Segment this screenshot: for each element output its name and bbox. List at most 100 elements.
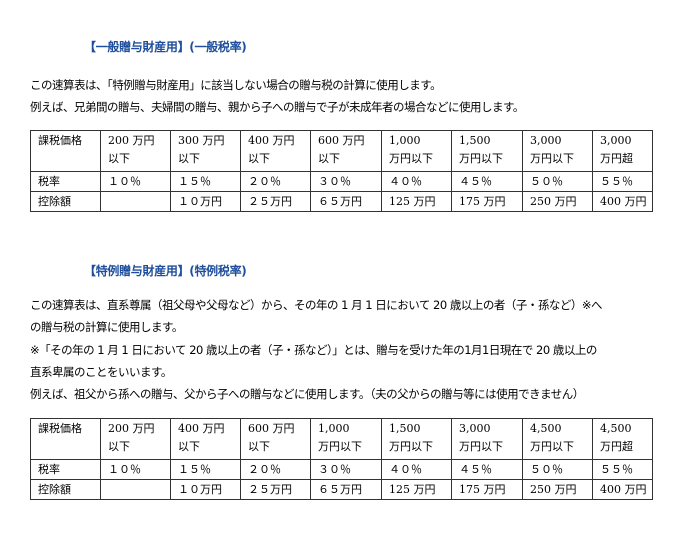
tax-rate-cell: ４０％ [381, 459, 452, 480]
tax-rate-cell: ５５％ [592, 171, 653, 192]
bracket-line1: 3,000 [530, 134, 562, 147]
tax-rate-cell: １０％ [100, 459, 171, 480]
tax-rate-cell: ５０％ [522, 459, 593, 480]
bracket-cell: 200 万円 以下 [100, 418, 171, 460]
tax-rate-cell: １０％ [100, 171, 171, 192]
section1-line-1: この速算表は、「特例贈与財産用」に該当しない場合の贈与税の計算に使用します。 [30, 78, 442, 92]
tax-rate-cell: １５％ [170, 171, 241, 192]
bracket-line2: 以下 [178, 440, 200, 453]
section2-line-2: の贈与税の計算に使用します。 [30, 320, 183, 334]
deduction-label: 控除額 [30, 479, 101, 500]
taxable-amount-row: 課税価格 200 万円 以下 400 万円 以下 600 万円 以下 1,000 万円以… [30, 418, 653, 460]
tax-rate-label: 税率 [30, 459, 101, 480]
deduction-cell: 125 万円 [381, 479, 452, 500]
tax-rate-row: 税率 １０％ １５％ ２０％ ３０％ ４０％ ４５％ ５０％ ５５％ [30, 459, 653, 480]
bracket-line2: 以下 [108, 152, 130, 165]
bracket-cell: 1,500 万円以下 [451, 130, 523, 172]
deduction-row: 控除額 １０万円 ２５万円 ６５万円 125 万円 175 万円 250 万円 … [30, 191, 653, 212]
bracket-line1: 200 万円 [108, 134, 155, 147]
bracket-line2: 万円以下 [530, 440, 574, 453]
section2-line-4: 直系卑属のことをいいます。 [30, 365, 172, 379]
deduction-row: 控除額 １０万円 ２５万円 ６５万円 125 万円 175 万円 250 万円 … [30, 479, 653, 500]
bracket-cell: 1,000 万円以下 [381, 130, 452, 172]
bracket-cell: 1,000 万円以下 [310, 418, 382, 460]
bracket-cell: 1,500 万円以下 [381, 418, 452, 460]
tax-rate-cell: ５０％ [522, 171, 593, 192]
taxable-amount-label: 課税価格 [30, 418, 101, 460]
bracket-line2: 万円以下 [389, 152, 433, 165]
tax-rate-cell: ５５％ [592, 459, 653, 480]
tax-rate-row: 税率 １０％ １５％ ２０％ ３０％ ４０％ ４５％ ５０％ ５５％ [30, 171, 653, 192]
bracket-line2: 以下 [108, 440, 130, 453]
deduction-cell: ６５万円 [310, 191, 382, 212]
bracket-cell: 600 万円 以下 [240, 418, 311, 460]
section2-heading: 【特例贈与財産用】(特例税率) [84, 264, 247, 278]
bracket-line1: 200 万円 [108, 422, 155, 435]
bracket-cell: 200 万円 以下 [100, 130, 171, 172]
bracket-line1: 400 万円 [248, 134, 295, 147]
bracket-line2: 万円以下 [530, 152, 574, 165]
tax-rate-cell: １５％ [170, 459, 241, 480]
tax-rate-cell: ４５％ [451, 171, 523, 192]
tax-rate-cell: ３０％ [310, 459, 382, 480]
tax-rate-cell: ２０％ [240, 171, 311, 192]
bracket-cell: 3,000 万円以下 [451, 418, 523, 460]
bracket-line1: 1,000 [318, 422, 350, 435]
tax-rate-cell: ４０％ [381, 171, 452, 192]
bracket-line2: 万円以下 [318, 440, 362, 453]
section1-heading: 【一般贈与財産用】(一般税率) [84, 40, 247, 54]
bracket-line1: 600 万円 [248, 422, 295, 435]
bracket-cell: 3,000 万円超 [592, 130, 653, 172]
bracket-cell: 4,500 万円以下 [522, 418, 593, 460]
deduction-cell: ２５万円 [240, 191, 311, 212]
section1-line-2: 例えば、兄弟間の贈与、夫婦間の贈与、親から子への贈与で子が未成年者の場合などに使… [30, 100, 524, 114]
bracket-line2: 万円超 [600, 152, 633, 165]
bracket-line1: 3,000 [459, 422, 491, 435]
deduction-cell: 175 万円 [451, 191, 523, 212]
deduction-label: 控除額 [30, 191, 101, 212]
deduction-cell [100, 479, 171, 500]
bracket-line1: 600 万円 [318, 134, 365, 147]
tax-rate-cell: ２０％ [240, 459, 311, 480]
deduction-cell [100, 191, 171, 212]
deduction-cell: 400 万円 [592, 191, 653, 212]
bracket-line2: 以下 [248, 152, 270, 165]
tax-rate-cell: ３０％ [310, 171, 382, 192]
bracket-line2: 以下 [318, 152, 340, 165]
bracket-line1: 1,000 [389, 134, 421, 147]
bracket-line1: 400 万円 [178, 422, 225, 435]
bracket-line1: 3,000 [600, 134, 632, 147]
bracket-line1: 4,500 [600, 422, 632, 435]
bracket-cell: 4,500 万円超 [592, 418, 653, 460]
section2-line-5: 例えば、祖父から孫への贈与、父から子への贈与などに使用します。（夫の父からの贈与… [30, 387, 584, 401]
deduction-cell: 175 万円 [451, 479, 523, 500]
bracket-cell: 300 万円 以下 [170, 130, 241, 172]
deduction-cell: １０万円 [170, 479, 241, 500]
bracket-line1: 1,500 [389, 422, 421, 435]
deduction-cell: １０万円 [170, 191, 241, 212]
bracket-line1: 300 万円 [178, 134, 225, 147]
taxable-amount-row: 課税価格 200 万円 以下 300 万円 以下 400 万円 以下 600 万円 以下… [30, 130, 653, 172]
bracket-cell: 3,000 万円以下 [522, 130, 593, 172]
bracket-cell: 400 万円 以下 [170, 418, 241, 460]
bracket-line2: 万円超 [600, 440, 633, 453]
deduction-cell: 250 万円 [522, 479, 593, 500]
deduction-cell: 250 万円 [522, 191, 593, 212]
bracket-cell: 600 万円 以下 [310, 130, 382, 172]
bracket-cell: 400 万円 以下 [240, 130, 311, 172]
section2-line-1: この速算表は、直系尊属（祖父母や父母など）から、その年の 1 月 1 日において… [30, 298, 603, 312]
general-tax-rate-table: 課税価格 200 万円 以下 300 万円 以下 400 万円 以下 600 万円 以下… [30, 130, 653, 212]
special-tax-rate-table: 課税価格 200 万円 以下 400 万円 以下 600 万円 以下 1,000 万円以… [30, 418, 653, 500]
bracket-line2: 万円以下 [389, 440, 433, 453]
tax-rate-label: 税率 [30, 171, 101, 192]
deduction-cell: 125 万円 [381, 191, 452, 212]
deduction-cell: 400 万円 [592, 479, 653, 500]
deduction-cell: ２５万円 [240, 479, 311, 500]
section2-line-3: ※「その年の 1 月 1 日において 20 歳以上の者（子・孫など）」とは、贈与… [30, 343, 597, 357]
tax-rate-cell: ４５％ [451, 459, 523, 480]
bracket-line2: 万円以下 [459, 440, 503, 453]
bracket-line1: 1,500 [459, 134, 491, 147]
bracket-line2: 以下 [178, 152, 200, 165]
taxable-amount-label: 課税価格 [30, 130, 101, 172]
deduction-cell: ６５万円 [310, 479, 382, 500]
